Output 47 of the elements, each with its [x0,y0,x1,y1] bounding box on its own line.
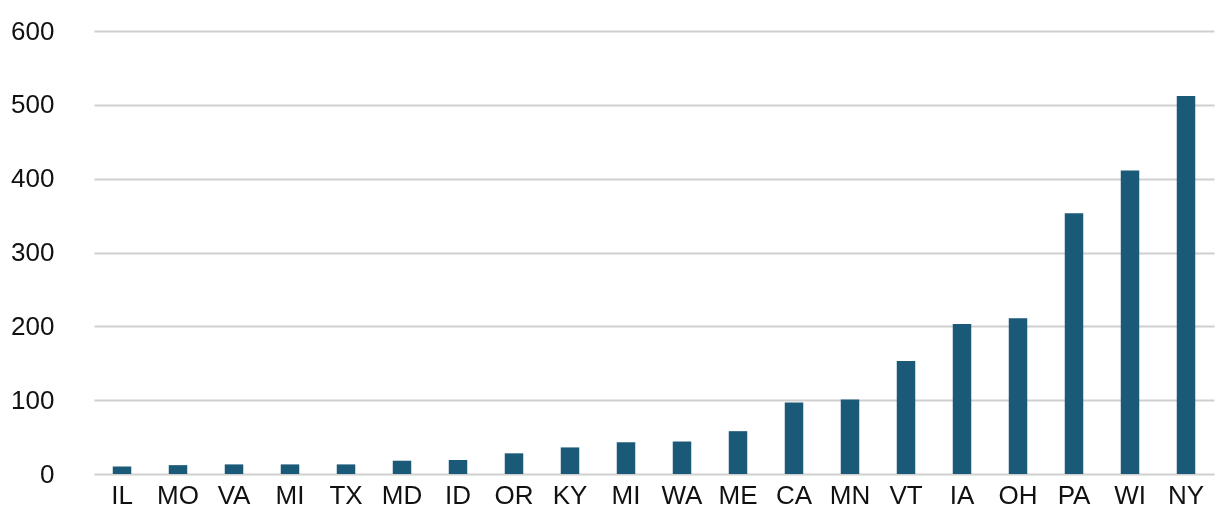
bar [448,459,468,474]
x-tick-label: WA [661,479,704,510]
bar [280,464,300,474]
x-tick-label: IA [949,479,975,510]
y-tick-label: 0 [40,458,55,489]
x-tick-label: MI [611,479,641,510]
x-tick-label: PA [1057,479,1092,510]
x-tick-label: MD [381,479,423,510]
bar [840,399,860,474]
x-tick-label: IL [111,479,133,510]
x-tick-label: WI [1114,479,1146,510]
y-tick-label: 500 [11,89,55,120]
y-tick-label: 400 [11,163,55,194]
bar [336,464,356,474]
x-tick-label: MO [157,479,199,510]
bar [504,453,524,474]
x-tick-label: OR [494,479,534,510]
bar [616,442,636,474]
x-tick-label: MN [829,479,871,510]
x-tick-label: OH [998,479,1038,510]
bar [952,324,972,474]
x-tick-label: KY [552,479,588,510]
x-tick-label: ME [718,479,758,510]
x-tick-label: NY [1167,479,1205,510]
y-tick-label: 200 [11,310,55,341]
y-tick-label: 300 [11,237,55,267]
bar [1120,170,1140,474]
bar [224,464,244,474]
x-tick-label: MI [275,479,305,510]
bar [896,361,916,474]
bar [784,402,804,474]
bar [392,460,412,474]
bar [672,441,692,474]
bar [1064,213,1084,474]
bar [728,431,748,474]
x-tick-label: TX [329,479,363,510]
bar [1008,318,1028,474]
y-tick-label: 600 [11,15,55,46]
bar [1176,95,1196,474]
x-tick-label: VA [217,479,252,510]
x-tick-label: VT [889,479,923,510]
x-tick-label: CA [775,479,813,510]
bar [112,466,132,474]
bar [168,465,188,474]
y-tick-label: 100 [11,384,55,415]
bar [560,447,580,474]
x-tick-label: ID [445,479,471,510]
